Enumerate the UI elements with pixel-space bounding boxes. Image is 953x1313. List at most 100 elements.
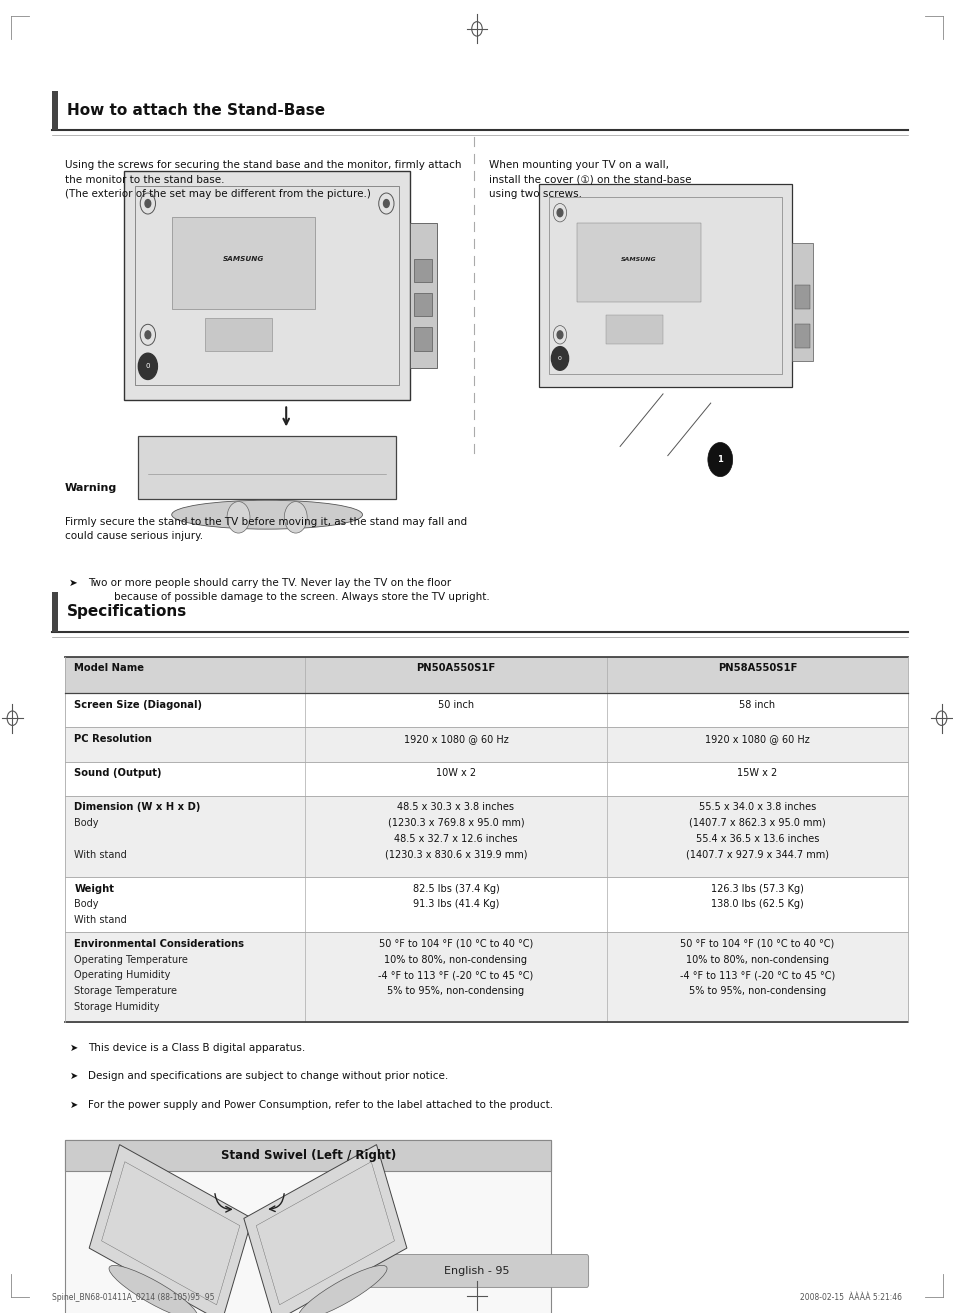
Text: (1230.3 x 830.6 x 319.9 mm): (1230.3 x 830.6 x 319.9 mm) (384, 850, 527, 860)
Bar (65, 1140, 551, 1313)
Bar (89, 1145, 252, 1313)
Text: 138.0 lbs (62.5 Kg): 138.0 lbs (62.5 Kg) (710, 899, 803, 910)
Text: (1407.7 x 927.9 x 344.7 mm): (1407.7 x 927.9 x 344.7 mm) (685, 850, 828, 860)
Bar (410, 223, 436, 368)
Text: 10% to 80%, non-condensing: 10% to 80%, non-condensing (685, 955, 828, 965)
Ellipse shape (172, 500, 362, 529)
Bar (205, 318, 272, 351)
Text: With stand: With stand (74, 915, 127, 926)
Text: 1: 1 (717, 456, 722, 463)
Text: (1230.3 x 769.8 x 95.0 mm): (1230.3 x 769.8 x 95.0 mm) (387, 818, 524, 829)
Text: 55.5 x 34.0 x 3.8 inches: 55.5 x 34.0 x 3.8 inches (699, 802, 815, 813)
Bar (65, 932, 907, 1022)
Text: ➤: ➤ (70, 1043, 78, 1053)
Text: Storage Humidity: Storage Humidity (74, 1002, 160, 1012)
Text: 5% to 95%, non-condensing: 5% to 95%, non-condensing (688, 986, 825, 997)
Bar (65, 1140, 551, 1171)
Text: This device is a Class B digital apparatus.: This device is a Class B digital apparat… (88, 1043, 305, 1053)
Text: Design and specifications are subject to change without prior notice.: Design and specifications are subject to… (88, 1071, 448, 1082)
Text: 126.3 lbs (57.3 Kg): 126.3 lbs (57.3 Kg) (710, 884, 803, 894)
Bar (65, 693, 907, 727)
Text: 50 inch: 50 inch (437, 700, 474, 710)
Circle shape (707, 442, 732, 477)
Text: 91.3 lbs (41.4 Kg): 91.3 lbs (41.4 Kg) (413, 899, 498, 910)
Text: English - 95: English - 95 (444, 1266, 509, 1276)
Text: 48.5 x 32.7 x 12.6 inches: 48.5 x 32.7 x 12.6 inches (394, 834, 517, 844)
Circle shape (551, 347, 568, 370)
Circle shape (557, 331, 562, 339)
Text: 1920 x 1080 @ 60 Hz: 1920 x 1080 @ 60 Hz (704, 734, 809, 744)
Text: Storage Temperature: Storage Temperature (74, 986, 177, 997)
Text: PN50A550S1F: PN50A550S1F (416, 663, 495, 674)
Text: -4 °F to 113 °F (-20 °C to 45 °C): -4 °F to 113 °F (-20 °C to 45 °C) (378, 970, 533, 981)
Text: With stand: With stand (74, 850, 127, 860)
Text: SAMSUNG: SAMSUNG (620, 257, 657, 263)
Bar (65, 727, 907, 762)
Text: ➤: ➤ (70, 1100, 78, 1111)
Text: 55.4 x 36.5 x 13.6 inches: 55.4 x 36.5 x 13.6 inches (695, 834, 819, 844)
Text: 0: 0 (146, 364, 150, 369)
Bar (65, 762, 907, 796)
Bar (794, 324, 809, 348)
Text: Body: Body (74, 818, 99, 829)
Circle shape (145, 200, 151, 207)
Bar (52, 592, 58, 632)
Text: Dimension (W x H x D): Dimension (W x H x D) (74, 802, 200, 813)
Bar (256, 1162, 395, 1305)
Text: Body: Body (74, 899, 99, 910)
Text: -4 °F to 113 °F (-20 °C to 45 °C): -4 °F to 113 °F (-20 °C to 45 °C) (679, 970, 834, 981)
Ellipse shape (109, 1266, 197, 1313)
Text: Specifications: Specifications (67, 604, 187, 620)
Bar (52, 91, 58, 130)
Bar (414, 293, 432, 316)
Circle shape (138, 353, 157, 379)
Text: Using the screws for securing the stand base and the monitor, firmly attach
the : Using the screws for securing the stand … (65, 160, 461, 200)
Text: Model Name: Model Name (74, 663, 144, 674)
Bar (138, 436, 395, 499)
Text: 5% to 95%, non-condensing: 5% to 95%, non-condensing (387, 986, 524, 997)
Text: For the power supply and Power Consumption, refer to the label attached to the p: For the power supply and Power Consumpti… (88, 1100, 553, 1111)
Bar (65, 656, 907, 693)
Text: Screen Size (Diagonal): Screen Size (Diagonal) (74, 700, 202, 710)
Bar (577, 223, 700, 302)
Text: (1407.7 x 862.3 x 95.0 mm): (1407.7 x 862.3 x 95.0 mm) (688, 818, 825, 829)
FancyBboxPatch shape (365, 1255, 588, 1287)
Text: When mounting your TV on a wall,
install the cover (①) on the stand-base
using t: When mounting your TV on a wall, install… (489, 160, 691, 200)
Text: Operating Humidity: Operating Humidity (74, 970, 171, 981)
Text: Operating Temperature: Operating Temperature (74, 955, 188, 965)
Bar (135, 186, 398, 385)
Text: 82.5 lbs (37.4 Kg): 82.5 lbs (37.4 Kg) (412, 884, 498, 894)
Text: 15W x 2: 15W x 2 (737, 768, 777, 779)
Text: SAMSUNG: SAMSUNG (222, 256, 264, 261)
Text: 0: 0 (558, 356, 561, 361)
Text: Firmly secure the stand to the TV before moving it, as the stand may fall and
co: Firmly secure the stand to the TV before… (65, 517, 467, 541)
Bar (605, 315, 662, 344)
Circle shape (284, 502, 307, 533)
Bar (538, 184, 791, 387)
Text: Spinel_BN68-01411A_0214 (88-105)95  95: Spinel_BN68-01411A_0214 (88-105)95 95 (52, 1293, 214, 1302)
Text: 48.5 x 30.3 x 3.8 inches: 48.5 x 30.3 x 3.8 inches (397, 802, 514, 813)
Text: 10W x 2: 10W x 2 (436, 768, 476, 779)
Ellipse shape (298, 1266, 387, 1313)
Text: 58 inch: 58 inch (739, 700, 775, 710)
Text: 50 °F to 104 °F (10 °C to 40 °C): 50 °F to 104 °F (10 °C to 40 °C) (679, 939, 834, 949)
Text: 50 °F to 104 °F (10 °C to 40 °C): 50 °F to 104 °F (10 °C to 40 °C) (378, 939, 533, 949)
Circle shape (227, 502, 250, 533)
Text: How to attach the Stand-Base: How to attach the Stand-Base (67, 102, 325, 118)
Text: Warning: Warning (65, 483, 117, 494)
Text: PC Resolution: PC Resolution (74, 734, 152, 744)
Text: PN58A550S1F: PN58A550S1F (717, 663, 797, 674)
Circle shape (145, 331, 151, 339)
Text: Stand Swivel (Left / Right): Stand Swivel (Left / Right) (220, 1149, 395, 1162)
Bar (791, 243, 812, 361)
Bar (124, 171, 410, 400)
Circle shape (557, 209, 562, 217)
Circle shape (383, 200, 389, 207)
Text: Sound (Output): Sound (Output) (74, 768, 162, 779)
Bar (244, 1145, 407, 1313)
Bar (101, 1162, 239, 1305)
Bar (65, 877, 907, 932)
Text: Weight: Weight (74, 884, 114, 894)
Bar (548, 197, 781, 374)
Bar (65, 796, 907, 877)
